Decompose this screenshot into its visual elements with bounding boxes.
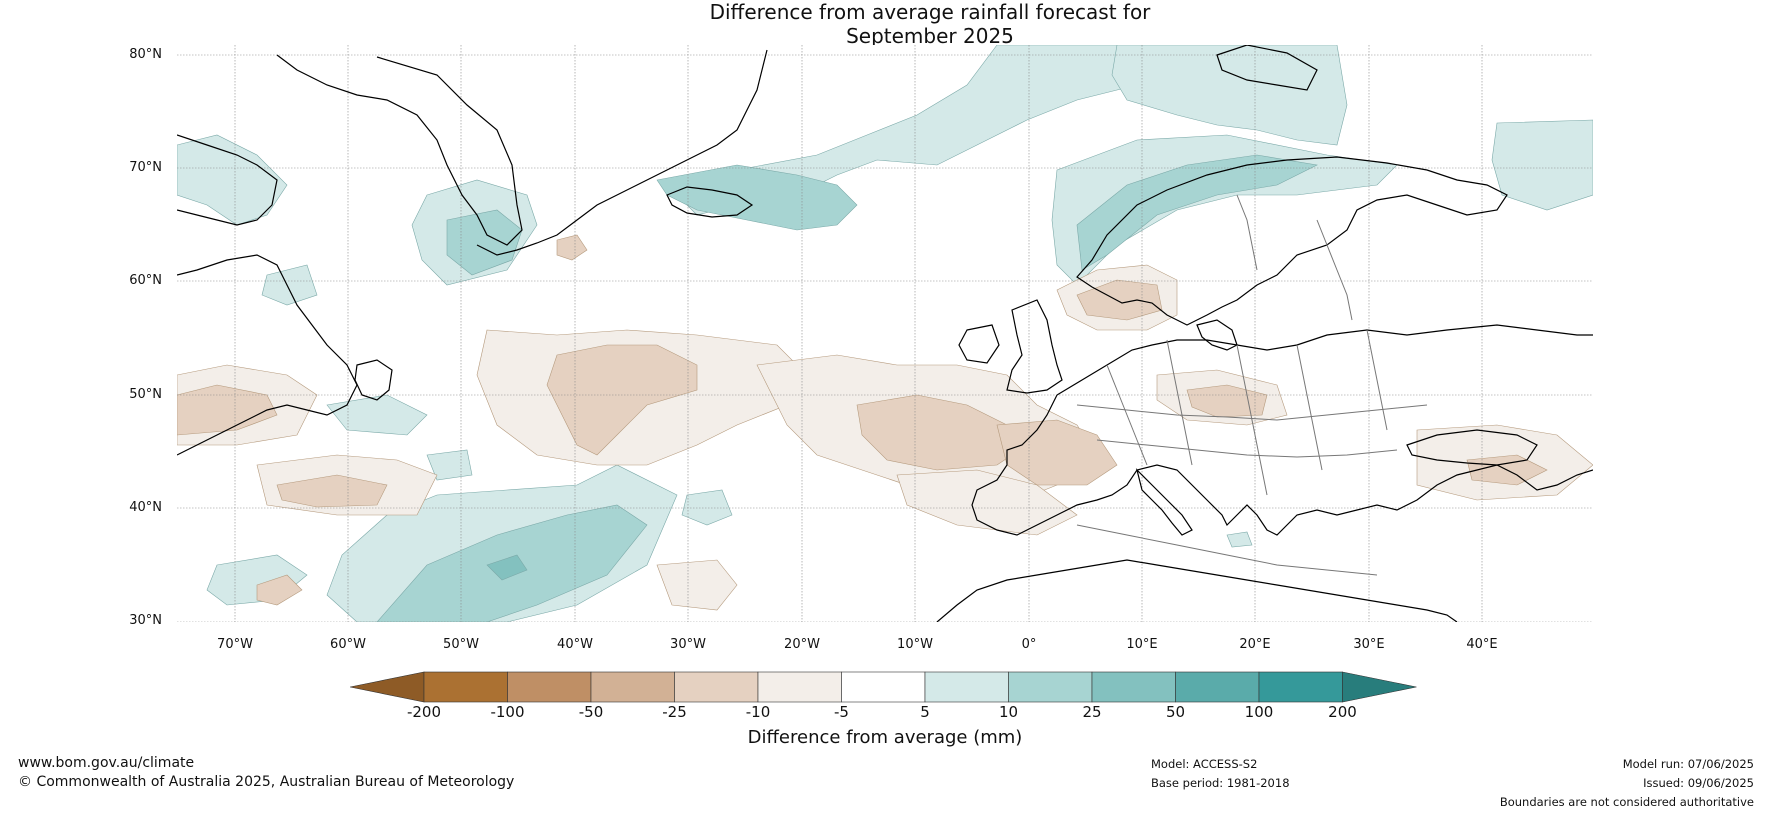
colorbar-tick-label: 5 <box>920 703 930 721</box>
coast-black-sea <box>1406 429 1538 466</box>
colorbar-tick-label: -5 <box>834 703 849 721</box>
colorbar-segment <box>841 671 926 703</box>
coastlines <box>177 45 1593 622</box>
lon-label-20e: 20°E <box>1239 637 1271 652</box>
coast-norway-scandinavia <box>1076 156 1508 326</box>
colorbar-tick-label: -25 <box>662 703 687 721</box>
colorbar-segment <box>1258 671 1343 703</box>
wet-region-gulf-stl <box>326 394 428 436</box>
lon-label-40e: 40°E <box>1466 637 1498 652</box>
colorbar-tick-label: 50 <box>1165 703 1186 721</box>
coast-north-africa <box>936 559 1458 622</box>
model-run-date: Model run: 07/06/2025 <box>1622 757 1754 771</box>
website-url: www.bom.gov.au/climate <box>18 755 195 771</box>
wet-region-norway-core <box>1076 154 1318 271</box>
copyright-text: © Commonwealth of Australia 2025, Austra… <box>18 774 515 790</box>
colorbar-segment <box>1175 671 1260 703</box>
coast-continent <box>971 324 1593 536</box>
lon-label-50w: 50°W <box>443 637 479 652</box>
colorbar-segment <box>423 671 508 703</box>
map-canvas <box>177 45 1593 622</box>
colorbar-tick-label: 25 <box>1082 703 1102 721</box>
dry-region-greenland-east <box>556 234 588 261</box>
coast-ireland <box>958 324 1000 364</box>
coast-newfoundland <box>354 359 393 401</box>
coast-iceland <box>666 186 754 218</box>
dry-region-north-atlantic-core <box>546 344 698 456</box>
dry-region-subtropic-east <box>656 559 738 611</box>
dry-region-mediterranean <box>896 469 1078 536</box>
colorbar-segment <box>1008 671 1093 703</box>
lon-label-30w: 30°W <box>670 637 706 652</box>
colorbar-tick-label: 200 <box>1328 703 1357 721</box>
lon-label-10e: 10°E <box>1126 637 1158 652</box>
lon-label-40w: 40°W <box>557 637 593 652</box>
colorbar-tick-label: -100 <box>490 703 525 721</box>
wetter-regions <box>177 45 1593 622</box>
model-name: Model: ACCESS-S2 <box>1151 757 1258 771</box>
lat-label-80n: 80°N <box>129 47 162 62</box>
colorbar-tick-label: -200 <box>406 703 442 721</box>
lat-label-30n: 30°N <box>129 613 162 628</box>
wet-region-newfoundland <box>261 264 318 306</box>
coast-svalbard <box>1216 45 1318 91</box>
colorbar-segment <box>507 671 592 703</box>
dry-region-central-europe <box>996 419 1118 486</box>
wet-region-azores <box>681 489 733 526</box>
country-borders <box>1076 194 1428 576</box>
colorbar-label: Difference from average (mm) <box>747 727 1023 748</box>
wet-region-labrador <box>177 134 288 226</box>
rainfall-map <box>177 45 1593 622</box>
boundary-disclaimer: Boundaries are not considered authoritat… <box>1499 795 1754 809</box>
lon-label-10w: 10°W <box>897 637 933 652</box>
base-period: Base period: 1981-2018 <box>1151 776 1290 790</box>
lat-label-70n: 70°N <box>129 160 162 175</box>
colorbar-tick-label: -10 <box>745 703 771 721</box>
lon-label-60w: 60°W <box>330 637 366 652</box>
colorbar-segment <box>757 671 842 703</box>
wet-region-south-greenland <box>446 209 523 276</box>
graticule <box>177 45 1593 622</box>
title-line-1: Difference from average rainfall forecas… <box>709 0 1151 24</box>
wet-region-south-atlantic-deep <box>486 554 528 581</box>
colorbar-under-triangle <box>350 671 425 703</box>
colorbar-segment <box>1091 671 1176 703</box>
coast-uk <box>1006 299 1063 394</box>
colorbar-segment <box>590 671 675 703</box>
colorbar-segment <box>924 671 1009 703</box>
colorbar-tick-label: -50 <box>578 703 604 721</box>
lat-label-40n: 40°N <box>129 500 162 515</box>
lon-label-30e: 30°E <box>1353 637 1385 652</box>
lon-label-70w: 70°W <box>217 637 253 652</box>
wet-region-norway <box>1051 134 1398 286</box>
dry-region-gulf-core <box>177 384 278 436</box>
wet-region-aegean <box>1226 531 1253 548</box>
wet-region-svalbard-barents <box>1111 45 1348 146</box>
colorbar-segment <box>674 671 759 703</box>
lon-label-0: 0° <box>1021 637 1037 652</box>
dry-region-west-atlantic-core <box>276 474 388 508</box>
lon-label-20w: 20°W <box>784 637 820 652</box>
title-line-2: September 2025 <box>846 24 1014 48</box>
coast-italy <box>1135 468 1193 536</box>
dry-region-subtropic-west <box>256 574 303 606</box>
coast-greenland <box>276 49 768 256</box>
wet-region-barents-east <box>1491 119 1593 211</box>
colorbar-tick-label: 100 <box>1244 703 1274 721</box>
issued-date: Issued: 09/06/2025 <box>1643 776 1754 790</box>
colorbar-over-triangle <box>1342 671 1417 703</box>
colorbar-tick-label: 10 <box>998 703 1019 721</box>
wet-region-east-greenland <box>656 164 858 231</box>
colorbar <box>350 671 1417 703</box>
map-title: Difference from average rainfall forecas… <box>600 0 1260 48</box>
lat-label-50n: 50°N <box>129 387 162 402</box>
lat-label-60n: 60°N <box>129 273 162 288</box>
coast-baltic <box>1196 319 1238 351</box>
